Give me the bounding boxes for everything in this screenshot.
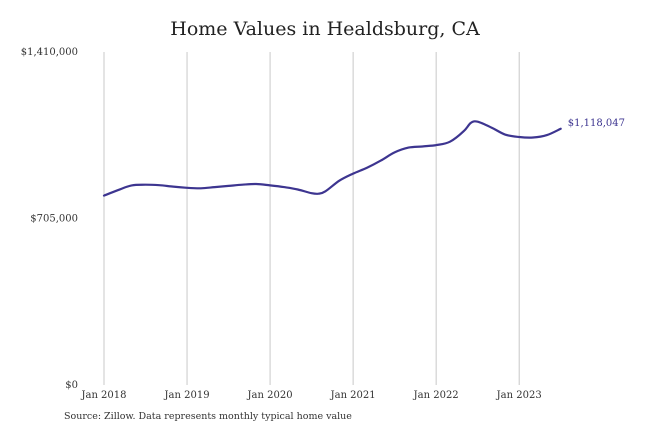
x-tick-label: Jan 2019 [164, 390, 210, 401]
chart-title: Home Values in Healdsburg, CA [170, 18, 480, 40]
series-line [102, 120, 562, 197]
y-tick-label: $1,410,000 [21, 47, 78, 58]
x-tick-label: Jan 2020 [247, 390, 293, 401]
x-tick-label: Jan 2022 [413, 390, 459, 401]
y-tick-label: $705,000 [30, 214, 78, 225]
source-note: Source: Zillow. Data represents monthly … [64, 411, 352, 422]
end-value-label: $1,118,047 [568, 118, 625, 129]
x-tick-label: Jan 2018 [80, 390, 126, 401]
y-tick-label: $0 [65, 380, 78, 391]
x-tick-label: Jan 2021 [330, 390, 376, 401]
x-tick-label: Jan 2023 [496, 390, 542, 401]
